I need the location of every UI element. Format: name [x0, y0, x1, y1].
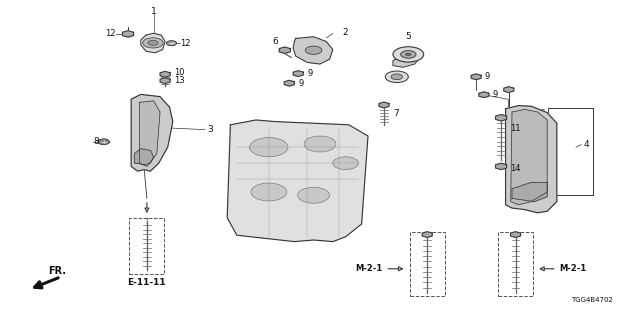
Text: 12: 12 — [105, 29, 115, 38]
Text: 1: 1 — [151, 7, 156, 16]
Polygon shape — [293, 71, 303, 76]
Bar — [129, 218, 164, 274]
Circle shape — [333, 157, 358, 170]
Bar — [498, 232, 533, 296]
Circle shape — [98, 139, 109, 145]
Text: TGG4B4702: TGG4B4702 — [571, 297, 613, 303]
Text: 10: 10 — [174, 68, 184, 77]
Polygon shape — [160, 78, 170, 84]
Bar — [410, 232, 445, 296]
Text: 3: 3 — [207, 125, 213, 134]
Circle shape — [406, 53, 411, 56]
Circle shape — [393, 47, 424, 62]
Text: 5: 5 — [406, 32, 411, 41]
Polygon shape — [141, 33, 165, 53]
Polygon shape — [511, 109, 547, 205]
Text: 9: 9 — [492, 90, 497, 99]
Circle shape — [391, 74, 403, 80]
Text: M-2-1: M-2-1 — [355, 264, 383, 273]
Polygon shape — [160, 71, 170, 77]
Polygon shape — [511, 232, 520, 237]
Polygon shape — [471, 74, 481, 80]
Polygon shape — [495, 163, 507, 170]
Circle shape — [305, 46, 322, 54]
Polygon shape — [227, 120, 368, 242]
Text: 6: 6 — [273, 37, 278, 46]
Text: E-11-11: E-11-11 — [127, 278, 166, 287]
Polygon shape — [479, 92, 489, 98]
Text: 9: 9 — [298, 79, 303, 88]
Polygon shape — [504, 87, 514, 92]
Circle shape — [298, 187, 330, 203]
Text: 12: 12 — [180, 39, 191, 48]
Text: 9: 9 — [307, 69, 312, 78]
Circle shape — [148, 40, 158, 45]
Polygon shape — [140, 101, 160, 166]
Text: 11: 11 — [510, 124, 520, 132]
Polygon shape — [379, 102, 389, 108]
Circle shape — [385, 71, 408, 83]
Text: M-2-1: M-2-1 — [559, 264, 587, 273]
Text: FR.: FR. — [49, 266, 67, 276]
Polygon shape — [506, 106, 557, 213]
Polygon shape — [122, 31, 134, 37]
Polygon shape — [131, 94, 173, 171]
Polygon shape — [495, 115, 507, 121]
Text: 13: 13 — [174, 76, 185, 85]
Polygon shape — [293, 37, 333, 64]
Text: 14: 14 — [510, 164, 520, 172]
Circle shape — [251, 183, 287, 201]
Text: 8: 8 — [93, 137, 99, 146]
Text: 4: 4 — [584, 140, 589, 149]
Circle shape — [250, 138, 288, 157]
Polygon shape — [422, 232, 432, 237]
Circle shape — [166, 41, 177, 46]
Circle shape — [143, 38, 163, 48]
Text: 2: 2 — [343, 28, 348, 36]
Bar — [548, 108, 593, 195]
Circle shape — [304, 136, 336, 152]
Polygon shape — [284, 80, 294, 86]
Text: 9: 9 — [484, 72, 490, 81]
Polygon shape — [279, 47, 291, 53]
Polygon shape — [393, 54, 420, 67]
Polygon shape — [512, 182, 547, 202]
Circle shape — [401, 51, 416, 58]
Polygon shape — [134, 149, 154, 165]
Text: 7: 7 — [393, 109, 399, 118]
